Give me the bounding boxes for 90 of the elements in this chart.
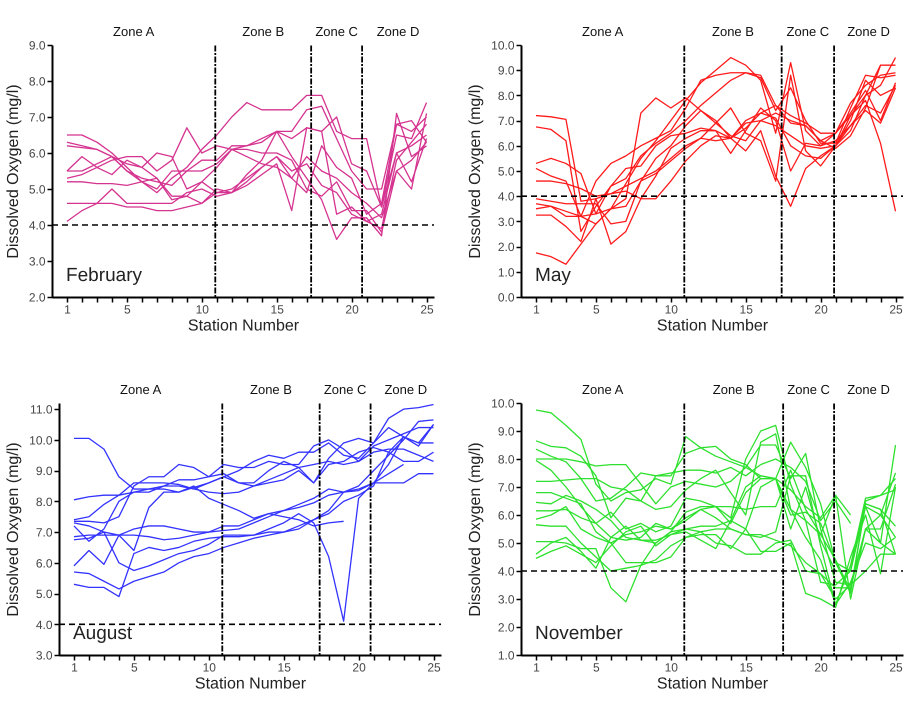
text: Zone C [787, 382, 830, 397]
text: Zone A [113, 24, 155, 39]
y-axis-title: Dissolved Oxygen (mg/l) [467, 84, 484, 259]
text: Zone D [847, 24, 890, 39]
y-tick-label: 5.0 [28, 182, 46, 196]
y-tick-label: 10.0 [491, 396, 515, 410]
y-tick-label: 5.0 [498, 536, 515, 550]
x-tick-label: 25 [427, 660, 442, 674]
y-tick-label: 8.0 [28, 74, 46, 88]
y-tick-label: 8.0 [36, 494, 53, 509]
x-tick-label: 15 [740, 302, 754, 316]
text: Zone D [376, 24, 420, 39]
y-tick-label: 1.0 [498, 265, 515, 280]
y-tick-label: 2.0 [498, 240, 515, 254]
y-tick-label: 3.0 [498, 214, 515, 229]
x-axis-title: Station Number [188, 318, 300, 334]
x-axis-title: Station Number [194, 676, 307, 692]
x-tick-label: 10 [196, 302, 210, 316]
x-tick-label: 25 [420, 302, 434, 316]
y-tick-label: 0.0 [498, 290, 515, 304]
x-tick-label: 1 [71, 660, 78, 674]
x-tick-label: 20 [814, 302, 828, 316]
x-tick-label: 20 [352, 660, 366, 674]
y-tick-label: 2.0 [498, 620, 515, 634]
y-tick-label: 7.0 [36, 526, 53, 540]
text: Zone B [250, 382, 292, 397]
text: Zone B [712, 382, 755, 397]
y-axis-title: Dissolved Oxygen (mg/l) [467, 442, 484, 617]
text: Zone A [582, 24, 624, 39]
annotation: August [73, 623, 133, 644]
y-tick-label: 9.0 [498, 424, 515, 438]
x-tick-label: 1 [533, 660, 540, 674]
x-tick-label: 10 [664, 660, 678, 674]
x-axis-title: Station Number [656, 676, 769, 692]
text: Zone C [786, 24, 830, 39]
y-tick-label: 9.0 [36, 464, 53, 478]
x-tick-label: 10 [664, 302, 678, 316]
y-tick-label: 6.0 [36, 556, 53, 570]
text: Zone A [120, 382, 162, 397]
x-tick-label: 5 [593, 302, 600, 316]
x-tick-label: 1 [64, 302, 72, 316]
x-tick-label: 15 [270, 302, 284, 316]
text: Zone D [847, 382, 890, 397]
y-tick-label: 10.0 [29, 433, 53, 448]
y-tick-label: 3.0 [498, 592, 515, 606]
y-tick-label: 4.0 [498, 190, 515, 204]
y-tick-label: 7.0 [498, 480, 515, 494]
text: Zone D [384, 382, 428, 397]
y-axis-title: Dissolved Oxygen (mg/l) [4, 84, 22, 259]
y-tick-label: 7.0 [498, 114, 515, 128]
x-tick-label: 25 [889, 660, 904, 674]
y-tick-label: 4.0 [28, 218, 46, 232]
text: Zone B [712, 24, 754, 39]
text: Zone C [324, 382, 366, 397]
text: Zone A [582, 382, 624, 397]
y-tick-label: 10.0 [491, 38, 515, 52]
text: Zone C [315, 24, 358, 39]
y-tick-label: 2.0 [28, 290, 46, 304]
y-tick-label: 11.0 [30, 402, 53, 417]
y-tick-label: 6.0 [498, 139, 515, 154]
y-tick-label: 4.0 [36, 618, 53, 632]
annotation: May [535, 265, 572, 286]
x-tick-label: 20 [814, 660, 828, 674]
annotation: November [535, 623, 624, 644]
y-tick-label: 4.0 [498, 564, 515, 578]
x-tick-label: 5 [131, 660, 138, 674]
x-tick-label: 15 [278, 660, 292, 674]
y-tick-label: 9.0 [498, 64, 515, 78]
x-axis-title: Station Number [656, 318, 769, 334]
x-tick-label: 5 [593, 660, 600, 674]
text: Zone B [242, 24, 284, 39]
y-tick-label: 3.0 [28, 254, 46, 268]
y-tick-label: 5.0 [498, 164, 515, 178]
x-tick-label: 1 [533, 302, 540, 316]
y-tick-label: 1.0 [498, 648, 515, 662]
x-tick-label: 10 [202, 660, 216, 674]
y-tick-label: 7.0 [28, 110, 46, 124]
y-tick-label: 9.0 [28, 38, 46, 52]
x-tick-label: 5 [124, 302, 132, 316]
y-tick-label: 8.0 [498, 452, 515, 466]
annotation: February [66, 265, 143, 286]
y-tick-label: 6.0 [498, 508, 515, 522]
x-tick-label: 20 [345, 302, 360, 316]
x-tick-label: 25 [889, 302, 904, 316]
y-tick-label: 8.0 [498, 88, 515, 103]
x-tick-label: 15 [740, 660, 754, 674]
y-tick-label: 3.0 [36, 648, 53, 662]
y-tick-label: 5.0 [36, 587, 53, 602]
y-axis-title: Dissolved Oxygen (mg/l) [5, 442, 22, 617]
y-tick-label: 6.0 [28, 146, 46, 160]
